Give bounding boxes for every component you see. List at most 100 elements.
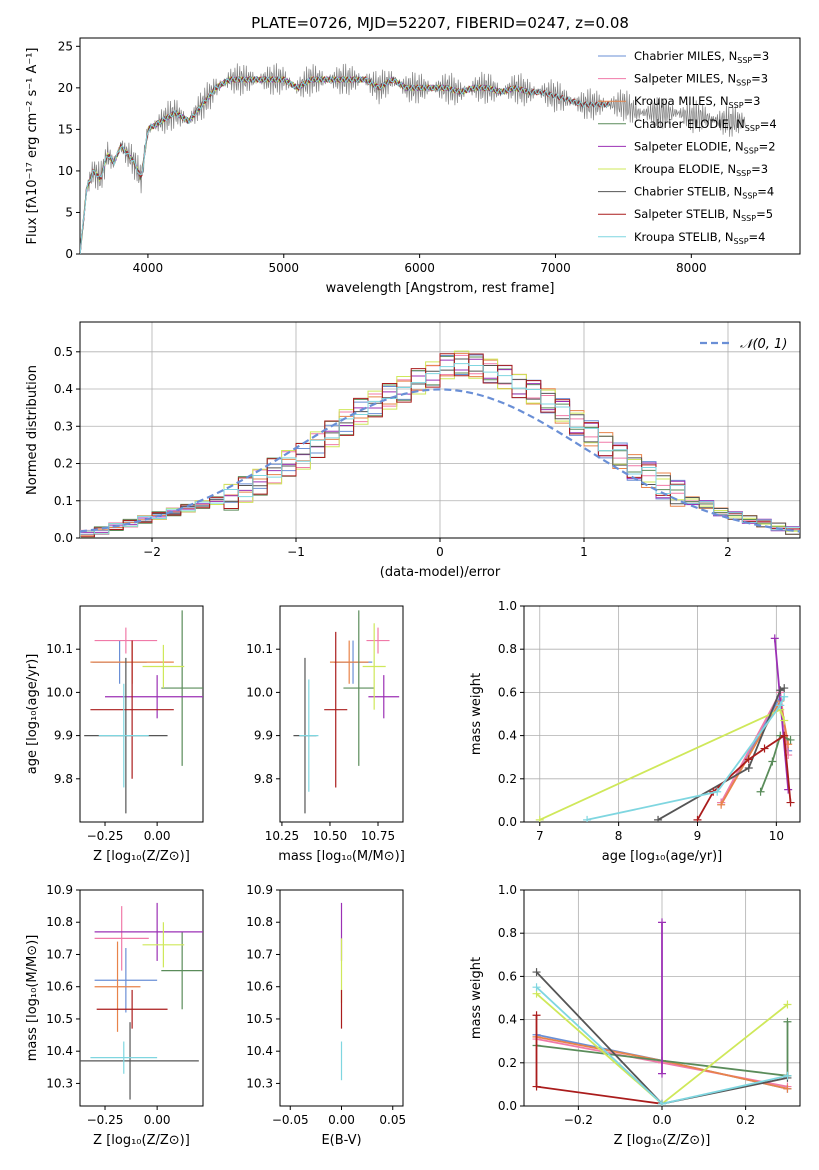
y-tick-label: 0 xyxy=(65,247,73,261)
legend-entry-name: Salpeter MILES, N xyxy=(634,72,736,86)
y-tick-label: 10.1 xyxy=(46,642,73,656)
y-axis-label: mass [log₁₀(M/M⊙)] xyxy=(25,935,40,1062)
weight-marker xyxy=(532,983,541,992)
plot-area xyxy=(293,610,400,814)
legend-entry-sub: SSP xyxy=(745,124,760,133)
legend-entry-value: =3 xyxy=(751,162,768,176)
legend-entry-sub: SSP xyxy=(744,146,759,155)
weight-marker xyxy=(783,1017,792,1026)
legend-entry-sub: SSP xyxy=(742,192,757,201)
model-spectrum-4 xyxy=(80,76,529,254)
legend-entry-name: Kroupa MILES, N xyxy=(634,94,729,108)
errorbar-point-2 xyxy=(94,906,149,971)
y-tick-label: 10.7 xyxy=(46,947,73,961)
weight-marker xyxy=(786,735,795,744)
observed-spectrum xyxy=(80,63,746,252)
errorbar-point-2 xyxy=(94,627,158,654)
x-axis-label: (data-model)/error xyxy=(380,565,501,580)
legend-entry: Kroupa MILES, NSSP=3 xyxy=(634,94,760,110)
weight-marker xyxy=(756,787,765,796)
y-tick-label: 0.2 xyxy=(498,1056,517,1070)
plot-frame xyxy=(79,889,204,1107)
legend-entry: Salpeter MILES, NSSP=3 xyxy=(634,72,768,88)
x-tick-label: 0.2 xyxy=(736,1113,755,1127)
x-tick-label: 0 xyxy=(436,545,444,559)
x-tick-label: 2 xyxy=(724,545,732,559)
x-axis-label: E(B-V) xyxy=(321,1133,361,1148)
weight-line-4 xyxy=(759,734,791,793)
errorbar-point-7 xyxy=(80,1022,199,1100)
y-tick-label: 1.0 xyxy=(498,883,517,897)
legend-entry-sub: SSP xyxy=(736,169,751,178)
y-tick-label: 0.4 xyxy=(498,729,517,743)
weight-marker xyxy=(744,764,753,772)
y-tick-label: 0.3 xyxy=(54,419,73,433)
legend-entry-value: =4 xyxy=(757,185,774,199)
plot-area xyxy=(80,350,800,538)
y-tick-label: 0.1 xyxy=(54,494,73,508)
y-axis-label: Flux [fλ10⁻¹⁷ erg cm⁻² s⁻¹ A⁻¹] xyxy=(25,48,40,245)
legend-entry-sub: SSP xyxy=(729,101,744,110)
y-tick-label: 0.0 xyxy=(498,815,517,829)
weight-marker xyxy=(713,787,722,796)
legend-entry-sub: SSP xyxy=(736,79,751,88)
x-tick-label: 0.0 xyxy=(652,1113,671,1127)
x-tick-label: −1 xyxy=(287,545,305,559)
weight-line-8 xyxy=(696,734,792,821)
x-tick-label: −0.25 xyxy=(87,829,124,843)
y-tick-label: 0.4 xyxy=(54,382,73,396)
legend-entry-name: Chabrier STELIB, N xyxy=(634,185,742,199)
legend-entry-name: Chabrier ELODIE, N xyxy=(634,117,745,131)
legend-entry-name: Salpeter ELODIE, N xyxy=(634,139,744,153)
x-tick-label: 7 xyxy=(536,829,544,843)
plot-area xyxy=(532,918,792,1106)
weight-marker xyxy=(658,1099,666,1106)
weight-marker xyxy=(783,1084,792,1093)
y-tick-label: 9.8 xyxy=(54,772,73,786)
legend-entry-value: =4 xyxy=(749,230,766,244)
weight-marker xyxy=(783,1000,792,1009)
legend-entry-value: =5 xyxy=(756,207,773,221)
x-tick-label: 0.00 xyxy=(144,1113,171,1127)
errorbar-point-9 xyxy=(98,683,149,788)
legend-entry: Chabrier ELODIE, NSSP=4 xyxy=(634,117,777,133)
model-spectrum-5 xyxy=(80,75,529,254)
y-tick-label: 10.8 xyxy=(46,915,73,929)
chart-age-vs-z: −0.25 0.00 9.8 9.9 10.0 10.1 Z [log₁₀(Z/Z⊙)] ag… xyxy=(25,605,204,864)
weight-marker xyxy=(658,1069,666,1078)
x-tick-label: −2 xyxy=(143,545,161,559)
weight-marker xyxy=(744,755,753,764)
chart-age-vs-mass: 10.25 10.50 10.75 9.8 9.9 10.0 10.1 mass [log₁₀… xyxy=(246,605,405,864)
y-tick-label: 10.3 xyxy=(46,1076,73,1090)
weight-marker xyxy=(532,1011,541,1020)
legend-entry-value: =3 xyxy=(752,49,769,63)
y-tick-label: 25 xyxy=(58,39,73,53)
y-tick-label: 9.8 xyxy=(254,772,273,786)
y-axis-label: Normed distribution xyxy=(25,365,40,495)
errorbar-point-4 xyxy=(161,610,203,766)
y-axis-label: mass weight xyxy=(469,673,484,755)
x-tick-label: 0.05 xyxy=(379,1113,406,1127)
histogram-series-9 xyxy=(80,363,800,538)
x-tick-label: 10 xyxy=(769,829,784,843)
y-tick-label: 10.4 xyxy=(46,1044,73,1058)
y-tick-label: 10.8 xyxy=(246,915,273,929)
errorbar-point-6 xyxy=(142,922,185,968)
chart-weight-vs-z: −0.2 0.0 0.2 0.0 0.2 0.4 0.6 0.8 1.0 Z [log₁₀(Z/Z… xyxy=(469,883,801,1148)
errorbar-point-5 xyxy=(368,675,400,719)
weight-marker xyxy=(780,731,789,740)
weight-marker xyxy=(717,800,726,809)
weight-marker xyxy=(532,968,541,977)
weight-marker xyxy=(535,815,544,822)
x-axis-label: age [log₁₀(age/yr)] xyxy=(602,849,723,864)
model-spectrum-7 xyxy=(80,75,611,252)
x-tick-label: 10.75 xyxy=(361,829,395,843)
legend-entry-name: Salpeter STELIB, N xyxy=(634,207,741,221)
weight-marker xyxy=(760,744,769,753)
weight-marker xyxy=(583,815,592,822)
plot-frame xyxy=(79,321,801,539)
page-title: PLATE=0726, MJD=52207, FIBERID=0247, z=0… xyxy=(251,14,629,32)
legend-entry: Kroupa ELODIE, NSSP=3 xyxy=(634,162,768,178)
x-tick-label: 7000 xyxy=(540,261,571,275)
